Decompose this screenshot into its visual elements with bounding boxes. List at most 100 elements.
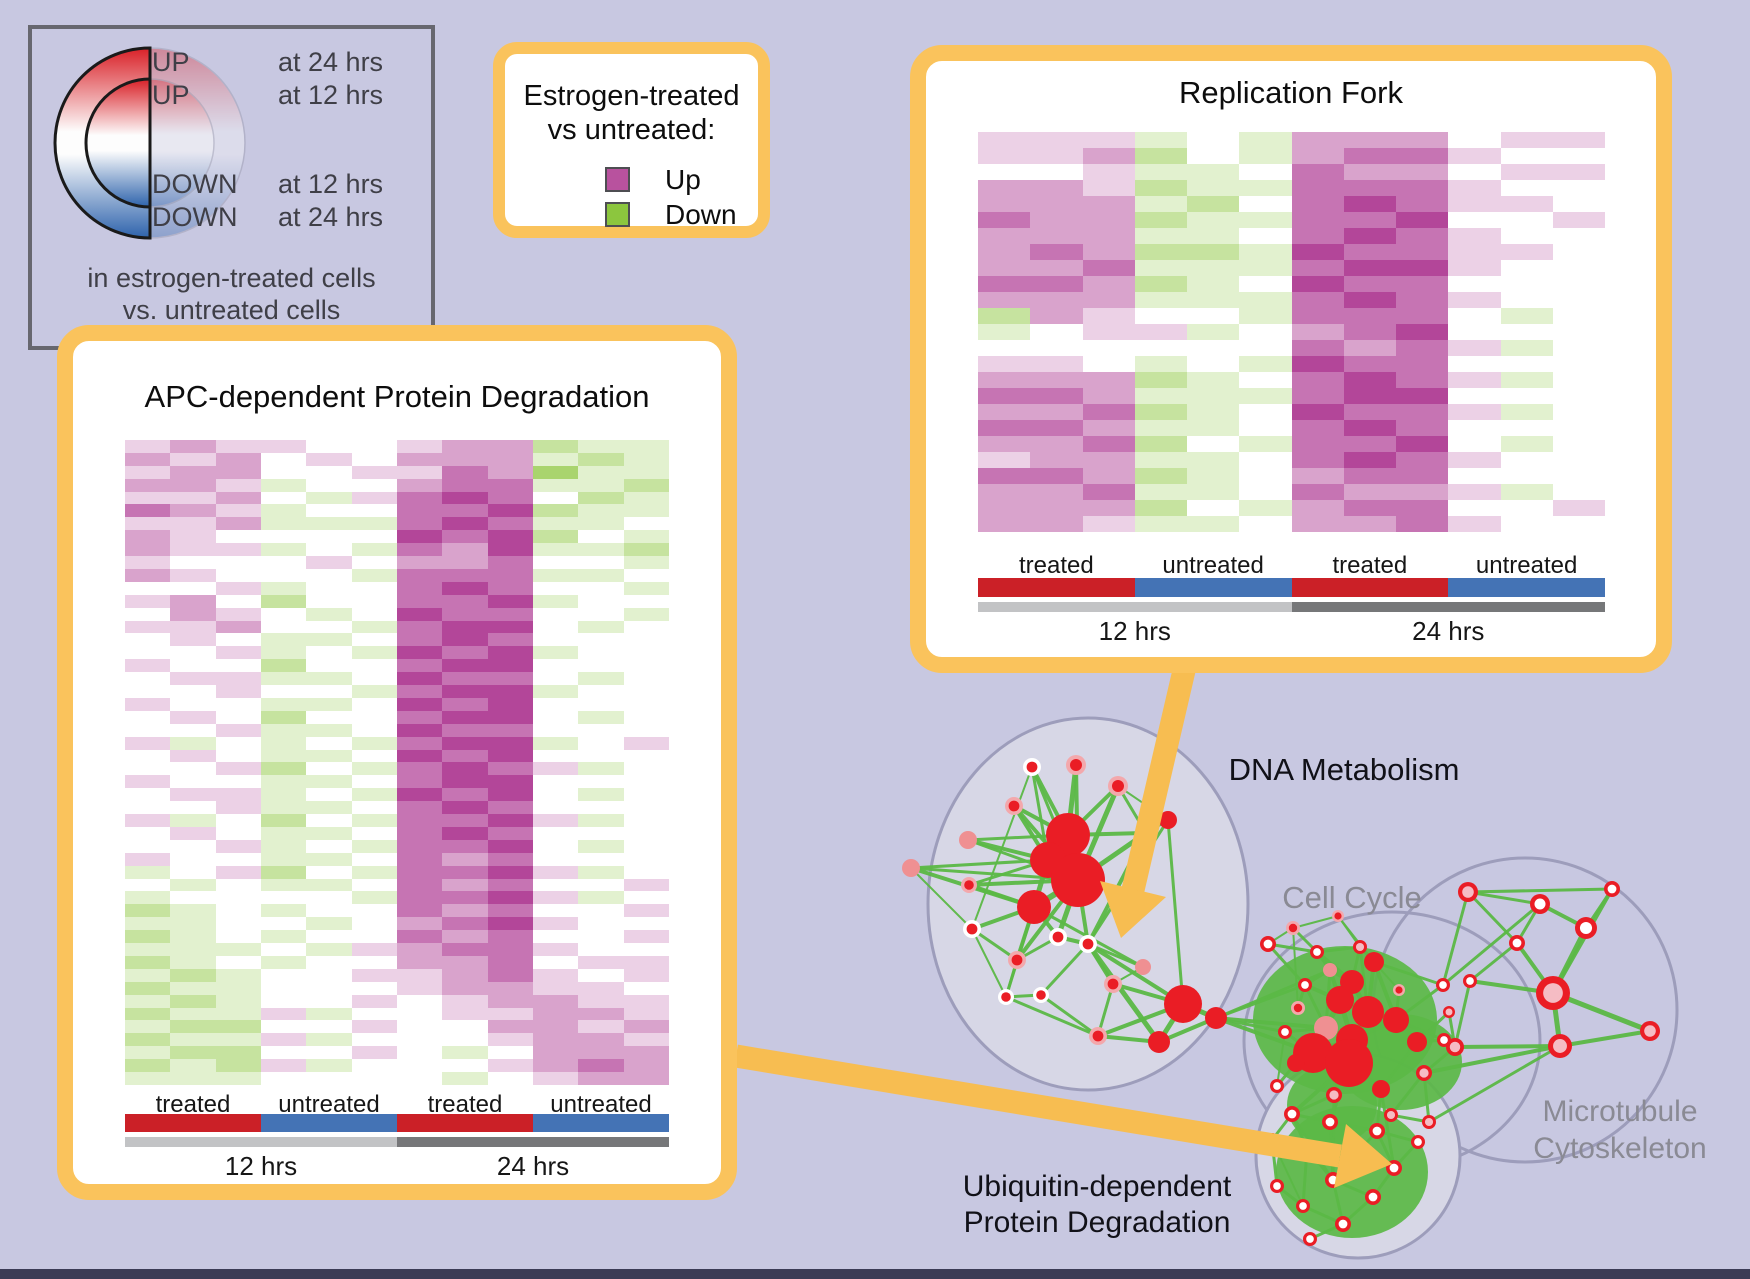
heatmap-cell (1134, 148, 1187, 164)
heatmap-cell (487, 736, 533, 750)
heatmap-cell (578, 530, 624, 544)
heatmap-cell (396, 930, 443, 944)
network-node-pink (959, 831, 977, 849)
heatmap-cell (1030, 468, 1083, 484)
heatmap-cell (1343, 260, 1396, 276)
heatmap-cell (1082, 324, 1135, 340)
heatmap-cell (1134, 228, 1187, 244)
heatmap-cell (260, 749, 307, 763)
heatmap-cell (578, 955, 624, 969)
replication-time-bars (978, 602, 1605, 612)
heatmap-cell (351, 568, 397, 582)
heatmap-cell (1552, 340, 1605, 356)
heatmap-cell (978, 356, 1031, 372)
heatmap-cell (1187, 148, 1240, 164)
heatmap-cell (170, 530, 216, 544)
heatmap-cell (306, 994, 352, 1008)
heatmap-cell (215, 736, 261, 750)
heatmap-cell (306, 749, 352, 763)
heatmap-cell (125, 1033, 171, 1047)
heatmap-cell (623, 814, 669, 827)
network-node-solid (1287, 1054, 1305, 1072)
heatmap-cell (1291, 212, 1344, 228)
network-node-core (1306, 1235, 1314, 1243)
heatmap-cell (170, 659, 216, 673)
heatmap-cell (578, 865, 624, 879)
heatmap-cell (215, 1059, 261, 1073)
apc-condition-labels: treated untreated treated untreated (125, 1091, 669, 1119)
heatmap-cell (442, 981, 488, 995)
heatmap-cell (170, 749, 216, 763)
network-node-core (1449, 1041, 1461, 1053)
ring-caption-line1: in estrogen-treated cells (87, 263, 376, 293)
heatmap-cell (306, 878, 352, 892)
heatmap-cell (1239, 452, 1292, 468)
heatmap-cell (623, 556, 669, 569)
heatmap-cell (1343, 212, 1396, 228)
heatmap-cell (1552, 164, 1605, 180)
heatmap-cell (623, 633, 669, 647)
network-node-pink (1314, 1016, 1338, 1040)
heatmap-cell (1396, 260, 1449, 276)
heatmap-cell (532, 981, 579, 995)
heatmap-cell (1448, 404, 1501, 420)
heatmap-cell (1552, 148, 1605, 164)
heatmap-cell (1134, 484, 1187, 500)
heatmap-cell (532, 814, 579, 827)
heatmap-cell (623, 1033, 669, 1047)
heatmap-cell (532, 878, 579, 892)
heatmap-cell (125, 736, 171, 750)
heatmap-cell (1187, 484, 1240, 500)
heatmap-cell (1343, 420, 1396, 436)
heatmap-cell (487, 478, 533, 492)
heatmap-cell (532, 504, 579, 518)
heatmap-cell (351, 607, 397, 621)
heatmap-cell (1134, 276, 1187, 292)
heatmap-cell (978, 388, 1031, 404)
heatmap-cell (487, 594, 533, 608)
heatmap-cell (1500, 420, 1553, 436)
heatmap-cell (396, 865, 443, 879)
heatmap-cell (487, 955, 533, 969)
heatmap-cell (396, 904, 443, 918)
heatmap-cell (623, 723, 669, 737)
heatmap-cell (442, 852, 488, 866)
heatmap-cell (1291, 356, 1344, 372)
heatmap-cell (260, 891, 307, 905)
heatmap-cell (623, 659, 669, 673)
cond-label: untreated (1162, 552, 1264, 579)
heatmap-cell (1291, 132, 1344, 148)
network-edge (1441, 890, 1470, 987)
network-edge (1466, 890, 1542, 906)
heatmap-cell (532, 955, 579, 969)
network-node-pink (1135, 959, 1151, 975)
heatmap-cell (260, 581, 307, 595)
heatmap-cell (1552, 516, 1605, 532)
heatmap-cell (215, 839, 261, 853)
heatmap-cell (396, 943, 443, 956)
heatmap-cell (396, 762, 443, 776)
heatmap-cell (170, 930, 216, 944)
heatmap-cell (215, 943, 261, 956)
heatmap-cell (396, 685, 443, 698)
heatmap-cell (170, 440, 216, 453)
network-node-core (1092, 1030, 1104, 1042)
heatmap-cell (1291, 404, 1344, 420)
heatmap-cell (487, 891, 533, 905)
heatmap-cell (487, 465, 533, 479)
heatmap-cell (125, 943, 171, 956)
heatmap-cell (125, 465, 171, 479)
heatmap-cell (623, 865, 669, 879)
heatmap-cell (396, 491, 443, 505)
heatmap-cell (170, 943, 216, 956)
heatmap-cell (260, 1007, 307, 1021)
heatmap-cell (978, 420, 1031, 436)
heatmap-cell (306, 775, 352, 789)
heatmap-cell (578, 1059, 624, 1073)
network-node-core (1372, 1126, 1382, 1136)
heatmap-cell (170, 852, 216, 866)
heatmap-cell (578, 981, 624, 995)
heatmap-cell (306, 762, 352, 776)
heatmap-cell (978, 308, 1031, 324)
heatmap-cell (125, 659, 171, 673)
